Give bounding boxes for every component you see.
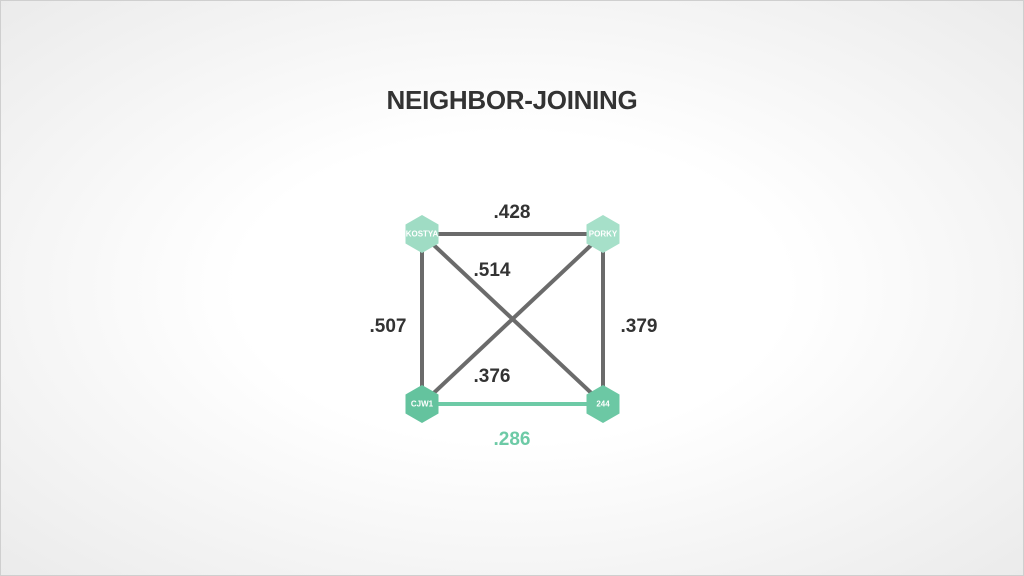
node-label: PORKY [589, 230, 618, 239]
node-hexagon [405, 215, 439, 253]
edge-label-cjw1-n244: .286 [494, 429, 531, 450]
node-hexagon [586, 385, 620, 423]
node-label: CJW1 [411, 400, 434, 409]
edge-label-kostya-porky: .428 [494, 202, 531, 223]
node-hexagon [405, 385, 439, 423]
node-kostya: KOSTYA [405, 215, 439, 253]
node-porky: PORKY [586, 215, 620, 253]
edge-porky-cjw1 [420, 232, 605, 406]
slide-title: NEIGHBOR-JOINING [386, 85, 638, 115]
node-cjw1: CJW1 [405, 385, 439, 423]
edge-label-porky-cjw1: .376 [474, 366, 511, 387]
node-n244: 244 [586, 385, 620, 423]
edge-label-kostya-cjw1: .507 [370, 316, 407, 337]
node-label: 244 [596, 400, 610, 409]
edge-label-porky-n244: .379 [621, 316, 658, 337]
edge-label-kostya-n244: .514 [474, 260, 511, 281]
node-label: KOSTYA [406, 230, 439, 239]
node-hexagon [586, 215, 620, 253]
